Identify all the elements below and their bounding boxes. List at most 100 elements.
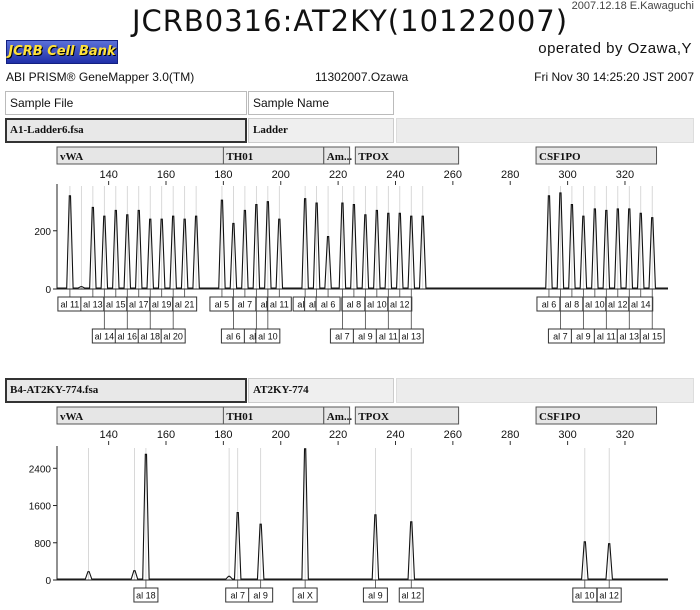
allele-label: al 6 bbox=[226, 332, 241, 342]
allele-label: al 7 bbox=[335, 332, 350, 342]
locus-label: Am... bbox=[327, 151, 353, 163]
credit-text: 2007.12.18 E.Kawaguchi bbox=[571, 0, 694, 12]
x-tick-label: 220 bbox=[329, 169, 347, 181]
allele-label: al 13 bbox=[401, 332, 421, 342]
row-shade-1 bbox=[396, 118, 694, 143]
allele-box bbox=[362, 587, 388, 603]
locus-label: TH01 bbox=[226, 411, 253, 423]
allele-label: al 18 bbox=[136, 591, 156, 601]
x-tick-label: 260 bbox=[444, 169, 462, 181]
allele-label: al 14 bbox=[95, 332, 115, 342]
allele-label: al 6 bbox=[542, 300, 557, 310]
y-tick-label: 800 bbox=[34, 539, 51, 550]
locus-bar bbox=[535, 406, 658, 425]
y-tick-label: 1600 bbox=[29, 502, 52, 513]
allele-label: al 15 bbox=[106, 300, 126, 310]
allele-box bbox=[248, 587, 274, 603]
allele-label: al 15 bbox=[642, 332, 662, 342]
allele-label: al 12 bbox=[401, 591, 421, 601]
x-tick-label: 180 bbox=[214, 169, 232, 181]
locus-label: TPOX bbox=[358, 411, 389, 423]
allele-label: al 7 bbox=[238, 300, 253, 310]
sample-file-1[interactable]: A1-Ladder6.fsa bbox=[5, 118, 247, 143]
allele-label: al 5 bbox=[215, 300, 230, 310]
signal-trace bbox=[57, 192, 668, 289]
allele-label: al 9 bbox=[576, 332, 591, 342]
allele-label: al 10 bbox=[585, 300, 605, 310]
locus-bar bbox=[323, 406, 351, 425]
allele-box bbox=[255, 328, 281, 344]
allele-label: al 17 bbox=[129, 300, 149, 310]
signal-trace bbox=[57, 448, 668, 580]
locus-label: vWA bbox=[60, 151, 83, 163]
x-tick-label: 280 bbox=[501, 169, 519, 181]
x-tick-label: 160 bbox=[157, 169, 175, 181]
x-tick-label: 240 bbox=[386, 429, 404, 441]
allele-label: al 9 bbox=[253, 591, 268, 601]
allele-box bbox=[133, 587, 159, 603]
allele-label: al 16 bbox=[118, 332, 138, 342]
x-tick-label: 300 bbox=[558, 169, 576, 181]
locus-label: Am... bbox=[327, 411, 353, 423]
locus-bar bbox=[323, 146, 351, 165]
x-tick-label: 140 bbox=[99, 429, 117, 441]
locus-bar bbox=[354, 406, 460, 425]
x-tick-label: 320 bbox=[616, 429, 634, 441]
allele-label: al 11 bbox=[597, 332, 616, 342]
allele-label: al 8 bbox=[347, 300, 362, 310]
allele-label: al 14 bbox=[631, 300, 651, 310]
locus-label: CSF1PO bbox=[539, 151, 581, 163]
allele-label: al 7 bbox=[553, 332, 568, 342]
allele-label: al 11 bbox=[60, 300, 79, 310]
allele-box bbox=[160, 328, 186, 344]
x-tick-label: 200 bbox=[272, 429, 290, 441]
allele-label: al 9 bbox=[358, 332, 373, 342]
sample-file-header: Sample File bbox=[5, 91, 247, 115]
allele-box bbox=[398, 328, 424, 344]
locus-label: TPOX bbox=[358, 151, 389, 163]
locus-bar bbox=[354, 146, 460, 165]
allele-label: al 13 bbox=[620, 332, 640, 342]
locus-label: CSF1PO bbox=[539, 411, 581, 423]
allele-box bbox=[266, 296, 292, 312]
allele-label: al 18 bbox=[140, 332, 160, 342]
operated-by: operated by Ozawa,Y bbox=[538, 40, 692, 57]
x-tick-label: 140 bbox=[99, 169, 117, 181]
allele-box bbox=[628, 296, 654, 312]
sample-file-2[interactable]: B4-AT2KY-774.fsa bbox=[5, 378, 247, 403]
allele-label: al 10 bbox=[258, 332, 278, 342]
x-tick-label: 220 bbox=[329, 429, 347, 441]
sample-name-2: AT2KY-774 bbox=[248, 378, 394, 403]
y-tick-label: 0 bbox=[45, 576, 51, 587]
allele-label: al 20 bbox=[163, 332, 183, 342]
allele-label: al 11 bbox=[270, 300, 289, 310]
locus-bar bbox=[535, 146, 658, 165]
sample-name-header: Sample Name bbox=[248, 91, 394, 115]
allele-box bbox=[639, 328, 665, 344]
allele-label: al 10 bbox=[575, 591, 595, 601]
allele-box bbox=[172, 296, 198, 312]
allele-box bbox=[315, 296, 341, 312]
run-id: 11302007.Ozawa bbox=[315, 70, 409, 84]
x-tick-label: 320 bbox=[616, 169, 634, 181]
allele-label: al 8 bbox=[565, 300, 580, 310]
x-tick-label: 240 bbox=[386, 169, 404, 181]
locus-label: TH01 bbox=[226, 151, 253, 163]
allele-label: al 12 bbox=[599, 591, 619, 601]
software-name: ABI PRISM® GeneMapper 3.0(TM) bbox=[6, 70, 195, 84]
allele-label: al 19 bbox=[152, 300, 172, 310]
allele-box bbox=[596, 587, 622, 603]
x-tick-label: 200 bbox=[272, 169, 290, 181]
allele-label: al 6 bbox=[321, 300, 336, 310]
allele-label: al 9 bbox=[368, 591, 383, 601]
jcrb-logo: JCRB Cell Bank bbox=[6, 40, 118, 64]
allele-box bbox=[387, 296, 413, 312]
x-tick-label: 180 bbox=[214, 429, 232, 441]
sample-name-1: Ladder bbox=[248, 118, 394, 143]
locus-label: vWA bbox=[60, 411, 83, 423]
allele-label: al X bbox=[297, 591, 313, 601]
allele-label: al 7 bbox=[230, 591, 245, 601]
allele-label: al 11 bbox=[379, 332, 398, 342]
y-tick-label: 200 bbox=[34, 227, 51, 238]
